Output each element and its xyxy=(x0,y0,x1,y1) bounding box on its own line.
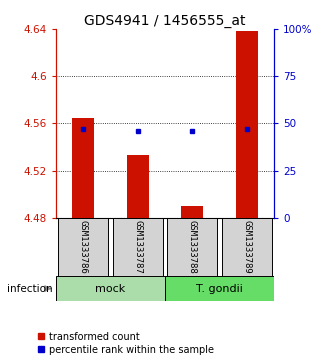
Legend: transformed count, percentile rank within the sample: transformed count, percentile rank withi… xyxy=(38,331,214,355)
Text: GSM1333788: GSM1333788 xyxy=(188,220,197,274)
Bar xyxy=(127,155,149,218)
Bar xyxy=(167,218,217,276)
Text: GSM1333786: GSM1333786 xyxy=(79,220,88,274)
Bar xyxy=(56,276,165,301)
Bar xyxy=(73,118,94,218)
Text: T. gondii: T. gondii xyxy=(196,284,243,294)
Bar xyxy=(165,276,274,301)
Bar xyxy=(222,218,272,276)
Title: GDS4941 / 1456555_at: GDS4941 / 1456555_at xyxy=(84,14,246,28)
Bar xyxy=(236,31,257,218)
Text: GSM1333789: GSM1333789 xyxy=(242,220,251,274)
Bar xyxy=(58,218,108,276)
Text: mock: mock xyxy=(95,284,126,294)
Bar xyxy=(113,218,163,276)
Bar xyxy=(182,206,203,218)
Text: GSM1333787: GSM1333787 xyxy=(133,220,142,274)
Text: infection: infection xyxy=(7,284,52,294)
